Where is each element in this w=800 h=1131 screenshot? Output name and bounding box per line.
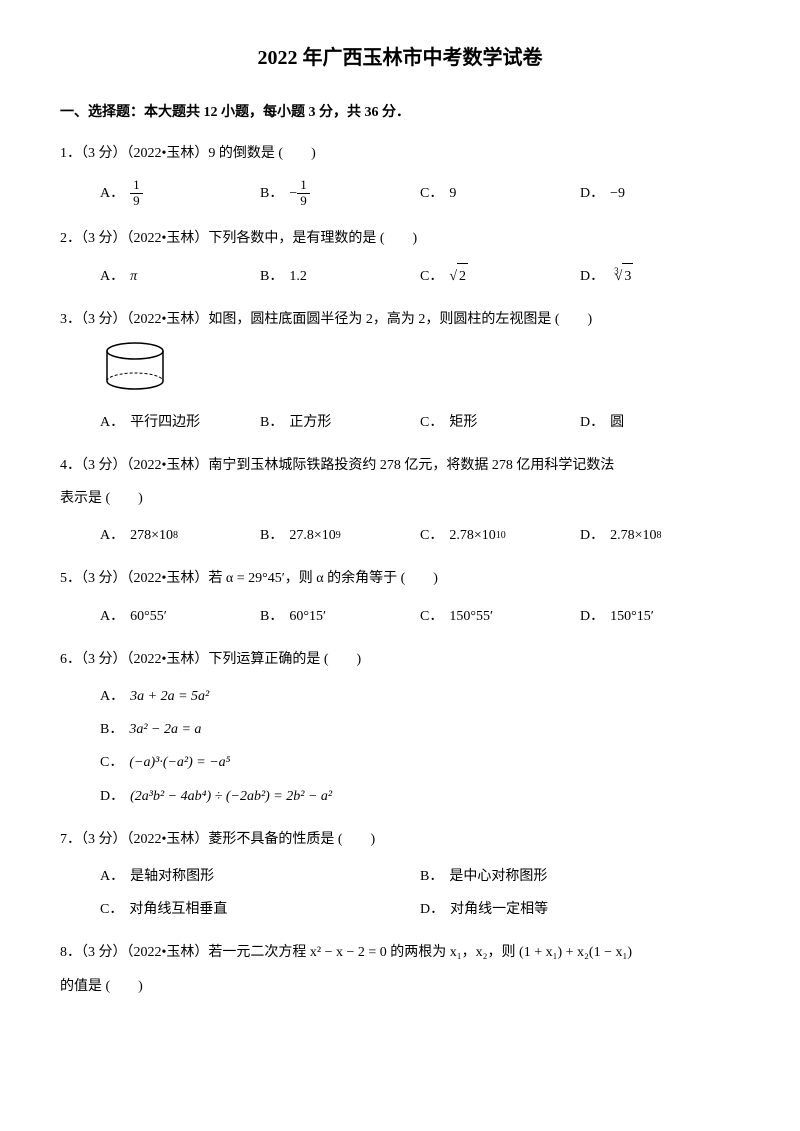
- q7-option-d: D． 对角线一定相等: [420, 893, 740, 926]
- q5-options: A． 60°55′ B． 60°15′ C． 150°55′ D． 150°15…: [60, 600, 740, 633]
- q3-option-c: C． 矩形: [420, 406, 580, 439]
- q7-options: A． 是轴对称图形 B． 是中心对称图形 C． 对角线互相垂直 D． 对角线一定…: [60, 860, 740, 926]
- q3-options: A． 平行四边形 B． 正方形 C． 矩形 D． 圆: [60, 406, 740, 439]
- q1-options: A． 1 9 B． − 1 9 C． 9 D． −9: [60, 174, 740, 212]
- q2-stem: 2．（3 分）（2022•玉林）下列各数中，是有理数的是 ( ): [60, 226, 740, 251]
- q6-options: A． 3a + 2a = 5a² B． 3a² − 2a = a C． (−a)…: [60, 680, 740, 813]
- q7-stem: 7．（3 分）（2022•玉林）菱形不具备的性质是 ( ): [60, 827, 740, 852]
- question-6: 6．（3 分）（2022•玉林）下列运算正确的是 ( ) A． 3a + 2a …: [60, 647, 740, 813]
- q8-stem-1: 8．（3 分）（2022•玉林）若一元二次方程 x² − x − 2 = 0 的…: [60, 940, 740, 965]
- question-3: 3．（3 分）（2022•玉林）如图，圆柱底面圆半径为 2，高为 2，则圆柱的左…: [60, 307, 740, 439]
- q4-options: A． 278×108 B． 27.8×109 C． 2.78×1010 D． 2…: [60, 519, 740, 552]
- q5-stem: 5．（3 分）（2022•玉林）若 α = 29°45′，则 α 的余角等于 (…: [60, 566, 740, 591]
- q4-stem-2: 表示是 ( ): [60, 486, 740, 511]
- q1-option-c: C． 9: [420, 174, 580, 212]
- q7-option-a: A． 是轴对称图形: [100, 860, 420, 893]
- question-8: 8．（3 分）（2022•玉林）若一元二次方程 x² − x − 2 = 0 的…: [60, 940, 740, 998]
- q5-option-b: B． 60°15′: [260, 600, 420, 633]
- q3-option-d: D． 圆: [580, 406, 740, 439]
- q1-option-d: D． −9: [580, 174, 740, 212]
- q6-stem: 6．（3 分）（2022•玉林）下列运算正确的是 ( ): [60, 647, 740, 672]
- page-title: 2022 年广西玉林市中考数学试卷: [60, 40, 740, 76]
- q2-option-d: D． 3 3: [580, 259, 740, 293]
- q1-stem: 1．（3 分）（2022•玉林）9 的倒数是 ( ): [60, 141, 740, 166]
- section-header: 一、选择题：本大题共 12 小题，每小题 3 分，共 36 分．: [60, 100, 740, 125]
- q6-option-a: A． 3a + 2a = 5a²: [100, 680, 740, 713]
- q5-option-d: D． 150°15′: [580, 600, 740, 633]
- q4-option-a: A． 278×108: [100, 519, 260, 552]
- q3-stem: 3．（3 分）（2022•玉林）如图，圆柱底面圆半径为 2，高为 2，则圆柱的左…: [60, 307, 740, 332]
- q4-option-d: D． 2.78×108: [580, 519, 740, 552]
- q1-option-b: B． − 1 9: [260, 174, 420, 212]
- cbrt-icon: 3 3: [610, 263, 633, 289]
- question-7: 7．（3 分）（2022•玉林）菱形不具备的性质是 ( ) A． 是轴对称图形 …: [60, 827, 740, 927]
- question-4: 4．（3 分）（2022•玉林）南宁到玉林城际铁路投资约 278 亿元，将数据 …: [60, 453, 740, 553]
- q7-option-c: C． 对角线互相垂直: [100, 893, 420, 926]
- q5-option-a: A． 60°55′: [100, 600, 260, 633]
- q3-option-a: A． 平行四边形: [100, 406, 260, 439]
- question-1: 1．（3 分）（2022•玉林）9 的倒数是 ( ) A． 1 9 B． − 1…: [60, 141, 740, 212]
- q6-option-d: D． (2a³b² − 4ab⁴) ÷ (−2ab²) = 2b² − a²: [100, 780, 740, 813]
- q2-option-b: B． 1.2: [260, 259, 420, 293]
- question-5: 5．（3 分）（2022•玉林）若 α = 29°45′，则 α 的余角等于 (…: [60, 566, 740, 632]
- q5-option-c: C． 150°55′: [420, 600, 580, 633]
- q1-option-a: A． 1 9: [100, 174, 260, 212]
- neg-fraction: − 1 9: [289, 178, 309, 208]
- q2-option-a: A． π: [100, 259, 260, 293]
- fraction: 1 9: [130, 178, 143, 208]
- q4-option-b: B． 27.8×109: [260, 519, 420, 552]
- q2-options: A． π B． 1.2 C． 2 D． 3 3: [60, 259, 740, 293]
- q7-option-b: B． 是中心对称图形: [420, 860, 740, 893]
- cylinder-icon: [100, 341, 740, 400]
- question-2: 2．（3 分）（2022•玉林）下列各数中，是有理数的是 ( ) A． π B．…: [60, 226, 740, 293]
- q6-option-b: B． 3a² − 2a = a: [100, 713, 740, 746]
- q8-stem-2: 的值是 ( ): [60, 974, 740, 999]
- sqrt-icon: 2: [449, 263, 468, 289]
- q2-option-c: C． 2: [420, 259, 580, 293]
- q3-option-b: B． 正方形: [260, 406, 420, 439]
- q4-stem-1: 4．（3 分）（2022•玉林）南宁到玉林城际铁路投资约 278 亿元，将数据 …: [60, 453, 740, 478]
- q4-option-c: C． 2.78×1010: [420, 519, 580, 552]
- q6-option-c: C． (−a)³·(−a²) = −a⁵: [100, 746, 740, 779]
